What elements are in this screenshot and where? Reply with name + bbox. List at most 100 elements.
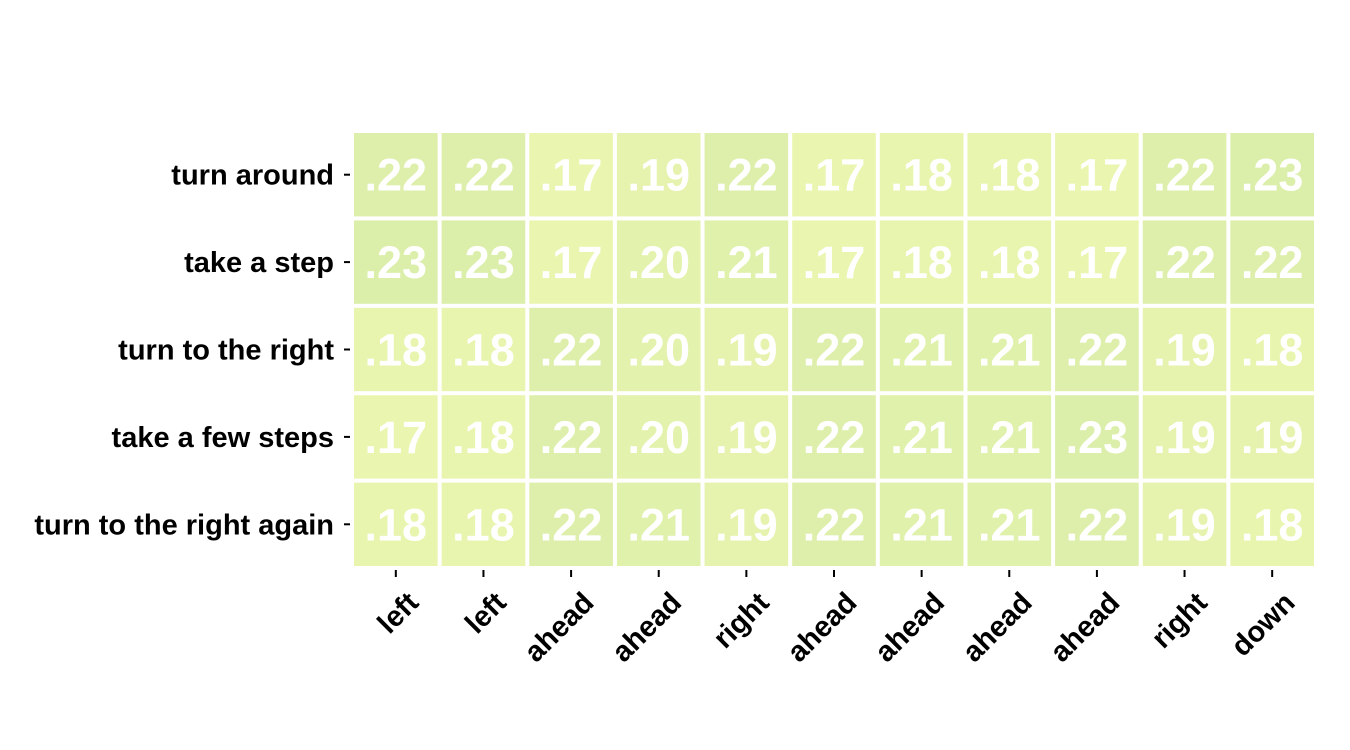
heatmap-cell-r3-c3 [616,395,701,479]
cell-value-r1-c2: .17 [540,237,603,288]
heatmap-cell-r0-c5 [792,133,876,217]
heatmap-cell-r1-c8 [1055,220,1139,304]
cell-value-r3-c0: .17 [365,412,428,463]
cell-value-r4-c9: .19 [1153,499,1216,550]
cell-value-r1-c3: .20 [627,237,690,288]
heatmap-cell-r4-c6 [879,482,964,566]
cell-value-r4-c10: .18 [1241,499,1304,550]
heatmap-cell-r0-c0 [354,133,438,217]
cell-value-r0-c1: .22 [452,150,515,201]
x-tick-label-3: ahead [606,587,688,669]
heatmap-cell-r3-c5 [792,395,876,479]
heatmap-cell-r2-c4 [704,307,789,392]
x-tick-label-8: ahead [1044,587,1126,669]
heatmap-cell-r3-c2 [529,395,613,479]
cell-value-r3-c6: .21 [890,412,953,463]
cell-value-r1-c10: .22 [1241,237,1304,288]
heatmap-cell-r4-c8 [1055,482,1139,566]
cell-value-r2-c3: .20 [627,325,690,376]
cell-value-r2-c2: .22 [540,325,603,376]
heatmap-cell-r1-c3 [616,220,701,304]
x-tick-label-2: ahead [518,587,600,669]
heatmap-cell-r2-c5 [792,307,876,392]
heatmap-cell-r2-c8 [1055,307,1139,392]
heatmap-cell-r2-c0 [354,307,438,392]
cell-value-r4-c6: .21 [890,499,953,550]
cell-value-r1-c1: .23 [452,237,515,288]
heatmap-cell-r1-c6 [879,220,964,304]
heatmap-cell-r1-c10 [1230,220,1314,304]
heatmap-cell-r0-c8 [1055,133,1139,217]
y-tick-label-0: turn around [171,160,334,192]
heatmap-cell-r4-c4 [704,482,789,566]
x-tick-label-4: right [707,586,775,654]
cell-value-r4-c7: .21 [978,499,1041,550]
cell-value-r4-c8: .22 [1066,499,1129,550]
cell-value-r0-c10: .23 [1241,150,1304,201]
cell-value-r3-c7: .21 [978,412,1041,463]
cell-value-r1-c6: .18 [890,237,953,288]
cell-value-r2-c10: .18 [1241,325,1304,376]
cell-value-r0-c7: .18 [978,150,1041,201]
cell-value-r3-c5: .22 [803,412,866,463]
y-axis: turn around take a step turn to the right t… [34,160,350,541]
cell-value-r1-c0: .23 [365,237,428,288]
cell-value-r3-c9: .19 [1153,412,1216,463]
heatmap-cell-r4-c9 [1142,482,1227,566]
cell-value-r0-c9: .22 [1153,150,1216,201]
x-tick-label-7: ahead [957,587,1039,669]
heatmap-cell-r3-c1 [441,395,526,479]
cell-value-r1-c4: .21 [715,237,778,288]
heatmap-cell-r2-c6 [879,307,964,392]
cell-value-r2-c1: .18 [452,325,515,376]
heatmap-cell-r1-c0 [354,220,438,304]
cell-value-r0-c0: .22 [365,150,428,201]
heatmap-cells [354,133,1314,566]
x-tick-label-5: ahead [781,587,863,669]
heatmap-cell-r2-c7 [967,307,1052,392]
heatmap-cell-r1-c9 [1142,220,1227,304]
heatmap-cell-r4-c3 [616,482,701,566]
cell-value-r4-c5: .22 [803,499,866,550]
cell-value-r0-c6: .18 [890,150,953,201]
cell-value-r0-c4: .22 [715,150,778,201]
heatmap-cell-r4-c1 [441,482,526,566]
heatmap-cell-r2-c3 [616,307,701,392]
heatmap-cell-r4-c5 [792,482,876,566]
heatmap-cell-r4-c7 [967,482,1052,566]
cell-value-r4-c4: .19 [715,499,778,550]
heatmap-cell-r0-c2 [529,133,613,217]
heatmap-cell-r3-c9 [1142,395,1227,479]
cell-value-r1-c5: .17 [803,237,866,288]
cell-value-r2-c8: .22 [1066,325,1129,376]
heatmap-cell-r4-c0 [354,482,438,566]
heatmap-cell-r3-c6 [879,395,964,479]
cell-value-r3-c3: .20 [627,412,690,463]
heatmap-cell-r1-c2 [529,220,613,304]
heatmap-cell-r0-c7 [967,133,1052,217]
cell-value-r1-c8: .17 [1066,237,1129,288]
heatmap-cell-r0-c3 [616,133,701,217]
x-axis: left left ahead ahead right ahead ahead ahead ah… [372,570,1301,669]
heatmap-cell-r2-c9 [1142,307,1227,392]
cell-value-r0-c3: .19 [627,150,690,201]
heatmap-cell-r3-c8 [1055,395,1139,479]
heatmap-cell-r2-c1 [441,307,526,392]
y-tick-label-2: turn to the right [118,335,334,367]
cell-value-r2-c5: .22 [803,325,866,376]
heatmap-cell-r1-c5 [792,220,876,304]
heatmap-cell-r0-c4 [704,133,789,217]
cell-value-r0-c8: .17 [1066,150,1129,201]
cell-value-r4-c1: .18 [452,499,515,550]
cell-value-r4-c0: .18 [365,499,428,550]
x-tick-label-6: ahead [869,587,951,669]
cell-value-r2-c4: .19 [715,325,778,376]
heatmap-cell-r0-c6 [879,133,964,217]
x-tick-label-1: left [459,586,513,640]
y-tick-label-3: take a few steps [112,422,334,454]
heatmap-cell-r3-c4 [704,395,789,479]
cell-value-r0-c2: .17 [540,150,603,201]
heatmap-cell-r2-c2 [529,307,613,392]
cell-value-r3-c4: .19 [715,412,778,463]
